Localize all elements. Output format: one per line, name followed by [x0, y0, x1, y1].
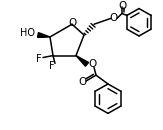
- Text: HO: HO: [21, 28, 36, 38]
- Text: O: O: [79, 77, 87, 87]
- Text: O: O: [110, 13, 118, 23]
- Text: O: O: [69, 18, 77, 28]
- Text: O: O: [119, 1, 127, 11]
- Text: O: O: [89, 59, 97, 69]
- Text: F: F: [36, 54, 42, 64]
- Polygon shape: [76, 56, 89, 66]
- Polygon shape: [38, 33, 50, 37]
- Text: F: F: [49, 61, 55, 71]
